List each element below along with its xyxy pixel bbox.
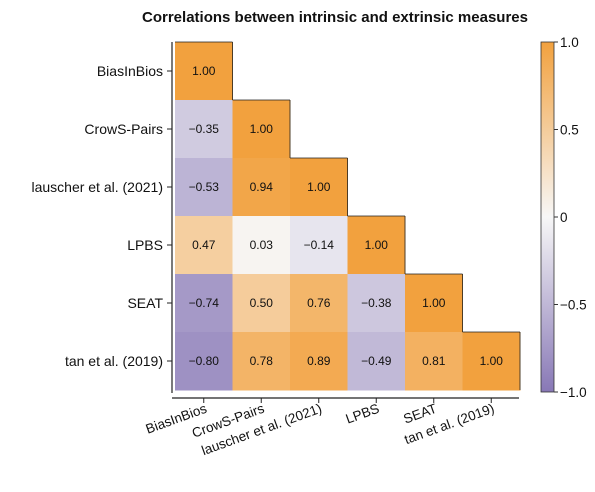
- cell-value: 0.50: [250, 296, 274, 310]
- heatmap-cell: [175, 216, 233, 275]
- heatmap-cell: [232, 158, 291, 217]
- cell-value: 0.78: [250, 354, 274, 368]
- colorbar-tick-label: −1.0: [560, 385, 587, 400]
- cell-value: −0.49: [361, 354, 392, 368]
- colorbar-tick-label: 1.0: [560, 35, 579, 50]
- heatmap-cell: [232, 274, 291, 333]
- cell-value: −0.53: [189, 180, 220, 194]
- heatmap-cell: [290, 332, 348, 391]
- heatmap-cell: [175, 332, 233, 391]
- heatmap-cell: [347, 274, 406, 333]
- colorbar-gradient: [540, 41, 555, 393]
- row-label: tan et al. (2019): [65, 353, 163, 369]
- cell-value: −0.35: [189, 122, 220, 136]
- cell-value: 0.94: [250, 180, 274, 194]
- heatmap-cell: [347, 332, 406, 391]
- colorbar-tick-label: −0.5: [560, 298, 587, 313]
- row-label: LPBS: [127, 237, 163, 253]
- row-label: SEAT: [127, 295, 163, 311]
- heatmap-cell: [462, 332, 521, 391]
- cell-value: 1.00: [307, 180, 331, 194]
- heatmap-cell: [232, 332, 291, 391]
- cell-value: 1.00: [192, 64, 216, 78]
- cell-value: 1.00: [480, 354, 504, 368]
- colorbar-tick-label: 0.5: [560, 123, 579, 138]
- heatmap-cell: [290, 216, 348, 275]
- cell-value: −0.74: [189, 296, 220, 310]
- heatmap-cell: [175, 100, 233, 159]
- column-label: LPBS: [344, 401, 382, 427]
- chart-title: Correlations between intrinsic and extri…: [142, 9, 528, 26]
- cell-value: −0.80: [189, 354, 220, 368]
- heatmap-cell: [175, 42, 233, 101]
- heatmap-cell: [405, 274, 463, 333]
- cell-value: −0.14: [304, 238, 335, 252]
- cell-value: 1.00: [422, 296, 446, 310]
- row-label: BiasInBios: [97, 63, 163, 79]
- row-labels: BiasInBios CrowS-Pairs lauscher et al. (20…: [31, 63, 172, 369]
- row-label: lauscher et al. (2021): [31, 179, 163, 195]
- heatmap-cell: [405, 332, 463, 391]
- heatmap-cells: [175, 41, 521, 391]
- cell-value-labels: 1.00 −0.35 1.00 −0.53 0.94 1.00 0.47 0.03 −0.14 1…: [189, 64, 504, 368]
- cell-value: 0.76: [307, 296, 331, 310]
- colorbar-tick-label: 0: [560, 210, 568, 225]
- cell-value: 0.03: [250, 238, 274, 252]
- heatmap-cell: [175, 158, 233, 217]
- cell-value: 0.47: [192, 238, 216, 252]
- heatmap-cell: [347, 216, 406, 275]
- heatmap-cell: [290, 274, 348, 333]
- cell-value: −0.38: [361, 296, 392, 310]
- cell-value: 0.81: [422, 354, 446, 368]
- cell-value: 1.00: [365, 238, 389, 252]
- cell-value: 0.89: [307, 354, 331, 368]
- cell-value: 1.00: [250, 122, 274, 136]
- heatmap-cell: [232, 100, 291, 159]
- heatmap-cell: [175, 274, 233, 333]
- colorbar: 1.0 0.5 0 −0.5 −1.0: [540, 35, 587, 400]
- row-label: CrowS-Pairs: [84, 121, 163, 137]
- heatmap-cell: [290, 158, 348, 217]
- heatmap-cell: [232, 216, 291, 275]
